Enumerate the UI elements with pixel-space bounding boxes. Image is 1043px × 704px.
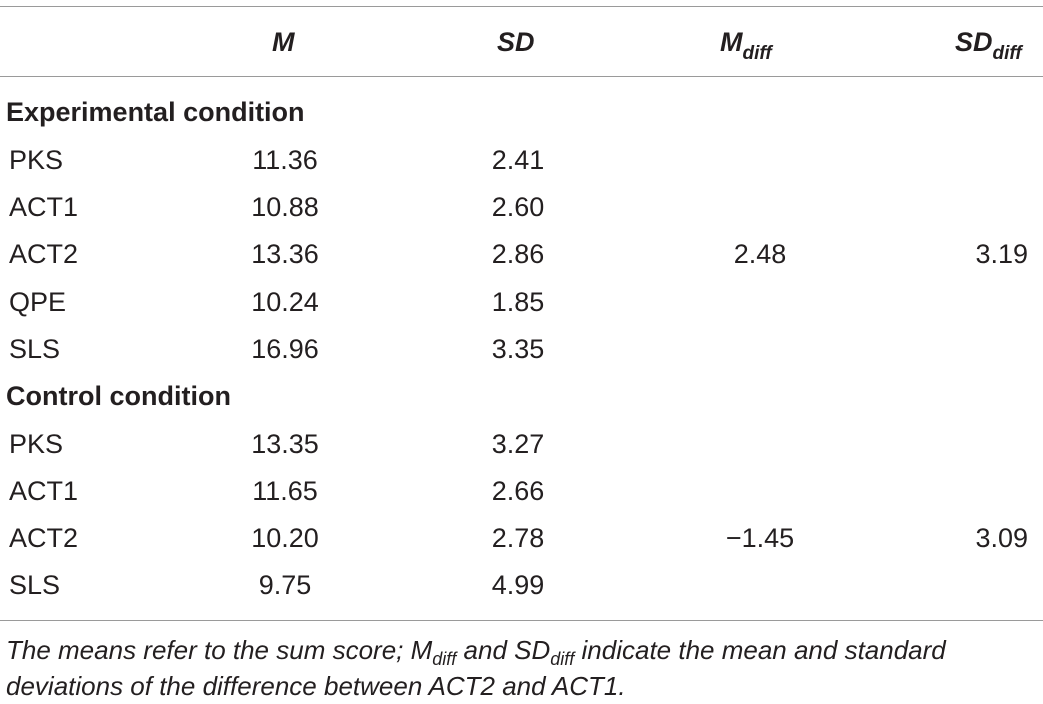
- row-sd: 3.27: [491, 429, 545, 459]
- row-sd: 3.35: [491, 334, 545, 364]
- table-footnote: The means refer to the sum score; Mdiff …: [6, 635, 946, 701]
- section-title-experimental: Experimental condition: [6, 97, 305, 127]
- row-label: ACT1: [9, 476, 79, 506]
- table-row: PKS 13.35 3.27: [0, 428, 1043, 460]
- row-label: SLS: [9, 334, 61, 364]
- row-sd: 2.60: [491, 192, 545, 222]
- table-top-rule: [0, 6, 1043, 7]
- table-row: ACT1 10.88 2.60: [0, 191, 1043, 223]
- row-sd: 1.85: [491, 287, 545, 317]
- row-m: 10.24: [251, 287, 319, 317]
- row-m: 13.36: [251, 239, 319, 269]
- row-m: 9.75: [258, 570, 312, 600]
- row-label: PKS: [9, 429, 64, 459]
- row-m: 11.36: [252, 145, 318, 175]
- table-row: SLS 9.75 4.99: [0, 569, 1043, 601]
- table-bottom-rule: [0, 620, 1043, 621]
- row-label: ACT1: [9, 192, 79, 222]
- row-m: 10.20: [251, 523, 319, 553]
- table-row: QPE 10.24 1.85: [0, 286, 1043, 318]
- row-sd: 4.99: [491, 570, 545, 600]
- header-sd-diff: SDdiff: [955, 27, 1022, 64]
- row-m: 10.88: [251, 192, 319, 222]
- table-row: ACT2 10.20 2.78: [0, 522, 1043, 554]
- header-m-diff: Mdiff: [720, 27, 772, 64]
- row-m: 16.96: [251, 334, 319, 364]
- table-row: ACT1 11.65 2.66: [0, 475, 1043, 507]
- table-row: PKS 11.36 2.41: [0, 144, 1043, 176]
- control-m-diff: −1.45: [725, 523, 795, 553]
- header-sd: SD: [497, 27, 535, 57]
- row-label: ACT2: [9, 239, 79, 269]
- experimental-sd-diff: 3.19: [975, 239, 1028, 269]
- row-label: PKS: [9, 145, 64, 175]
- table-row: SLS 16.96 3.35: [0, 333, 1043, 365]
- section-title-control: Control condition: [6, 381, 231, 411]
- header-rule: [0, 76, 1043, 77]
- table-row: ACT2 13.36 2.86: [0, 238, 1043, 270]
- row-sd: 2.86: [491, 239, 545, 269]
- row-m: 13.35: [251, 429, 319, 459]
- row-label: QPE: [9, 287, 67, 317]
- control-sd-diff: 3.09: [975, 523, 1028, 553]
- experimental-m-diff: 2.48: [733, 239, 787, 269]
- row-m: 11.65: [252, 476, 318, 506]
- row-label: SLS: [9, 570, 61, 600]
- row-sd: 2.41: [491, 145, 545, 175]
- row-sd: 2.78: [491, 523, 545, 553]
- header-m: M: [272, 27, 295, 57]
- row-label: ACT2: [9, 523, 79, 553]
- row-sd: 2.66: [491, 476, 545, 506]
